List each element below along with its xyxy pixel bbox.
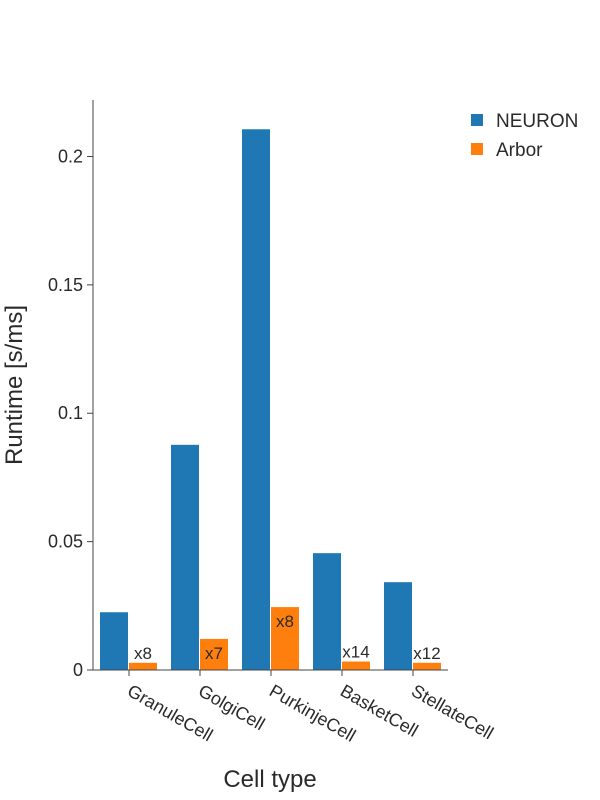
legend-swatch-arbor	[471, 143, 483, 155]
ratio-label-golgicell: x7	[205, 644, 223, 663]
y-axis-title: Runtime [s/ms]	[1, 305, 28, 465]
y-tick-label: 0.1	[58, 403, 83, 423]
ratio-label-stellatecell: x12	[413, 644, 440, 663]
bar-neuron-stellatecell	[384, 582, 412, 670]
legend-swatch-neuron	[471, 114, 483, 126]
y-tick-label: 0	[73, 660, 83, 680]
bar-neuron-purkinjecell	[242, 129, 270, 670]
bar-neuron-granulecell	[100, 612, 128, 670]
bar-arbor-golgicell	[200, 638, 228, 670]
ratio-label-basketcell: x14	[342, 643, 369, 662]
y-tick-label: 0.2	[58, 146, 83, 166]
legend-label-arbor: Arbor	[496, 140, 543, 161]
plot-marks: x8 x7 x8 x14 x12	[100, 129, 441, 670]
y-tick-label: 0.15	[48, 275, 83, 295]
bar-arbor-granulecell	[129, 662, 157, 670]
bar-arbor-stellatecell	[413, 662, 441, 670]
legend: NEURON Arbor	[471, 111, 578, 161]
x-ticks: GranuleCellGolgiCellPurkinjeCellBasketCe…	[124, 670, 497, 746]
legend-label-neuron: NEURON	[496, 111, 578, 132]
y-ticks: 0 0.05 0.1 0.15 0.2	[48, 146, 93, 680]
bar-arbor-purkinjecell	[271, 607, 299, 670]
y-tick-label: 0.05	[48, 532, 83, 552]
bar-neuron-golgicell	[171, 444, 199, 670]
ratio-label-purkinjecell: x8	[276, 612, 294, 631]
bar-arbor-basketcell	[342, 661, 370, 670]
x-tick-label: StellateCell	[408, 680, 497, 743]
x-axis-title: Cell type	[223, 766, 316, 793]
ratio-label-granulecell: x8	[134, 644, 152, 663]
bar-neuron-basketcell	[313, 553, 341, 670]
